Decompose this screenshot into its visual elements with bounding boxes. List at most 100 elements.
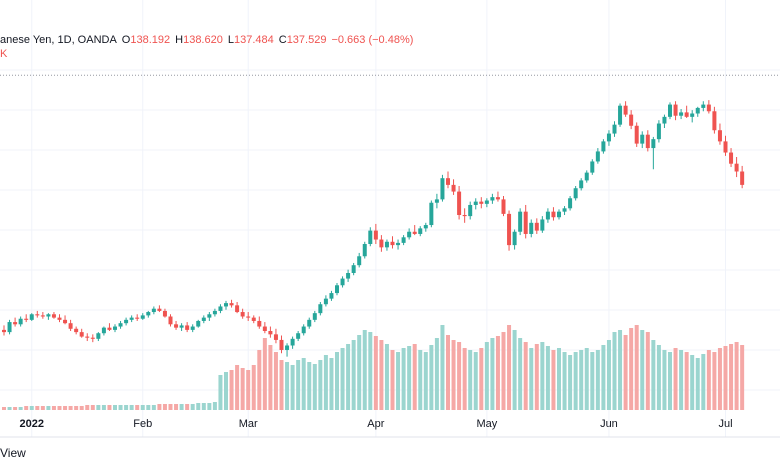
candle-body [257, 320, 262, 327]
candle-body [645, 134, 650, 149]
volume-bar [224, 372, 228, 410]
candle-body [240, 312, 245, 317]
volume-bar [296, 360, 301, 410]
volume-bar [518, 338, 523, 410]
candle-body [79, 332, 84, 337]
volume-bar [157, 404, 162, 410]
candle-body [623, 105, 628, 115]
volume-bar [579, 350, 584, 410]
candle-body [473, 201, 478, 205]
x-tick-label: 2022 [19, 418, 44, 430]
x-tick-label: May [476, 418, 498, 430]
volume-bar [690, 355, 695, 410]
volume-bar [113, 405, 117, 410]
candle-body [684, 112, 689, 117]
candle-body [579, 180, 584, 189]
volume-bar [340, 348, 345, 410]
candle-body [207, 314, 212, 318]
candle-body [523, 211, 528, 234]
volume-bar [512, 330, 517, 410]
volume-bar [201, 403, 206, 410]
volume-bar [473, 352, 478, 410]
close-label: C [278, 34, 287, 46]
candle-body [717, 130, 722, 142]
volume-bar [346, 344, 351, 410]
volume-bar [235, 365, 240, 410]
volume-bar [618, 330, 623, 410]
candle-body [118, 323, 123, 327]
volume-bar [595, 350, 600, 410]
candle-body [168, 316, 173, 325]
volume-bar [185, 404, 190, 410]
volume-bar [7, 407, 12, 410]
candle-body [2, 329, 6, 333]
volume-bar [462, 348, 467, 410]
candle-body [224, 303, 228, 307]
candle-body [24, 318, 29, 320]
candle-body [668, 104, 672, 117]
volume-bar [668, 352, 672, 410]
candle-body [279, 339, 284, 350]
volume-bar [384, 344, 389, 410]
candle-body [562, 208, 567, 212]
volume-bar [612, 332, 617, 410]
volume-bar [85, 405, 90, 410]
volume-bar [35, 406, 40, 410]
volume-bar [446, 335, 450, 410]
volume-bar [701, 354, 706, 410]
volume-bar [168, 404, 173, 410]
x-tick-label: Feb [133, 418, 153, 430]
candle-body [124, 319, 129, 324]
candle-body [396, 242, 401, 246]
candle-body [29, 314, 34, 320]
candle-body [384, 241, 389, 248]
close-value: 137.529 [286, 34, 327, 46]
volume-bar [68, 406, 73, 410]
volume-bar [251, 365, 256, 410]
candle-body [96, 333, 101, 339]
volume-bar [379, 340, 384, 410]
volume-bar [146, 405, 151, 410]
candle-body [612, 124, 617, 134]
candle-body [90, 337, 95, 339]
volume-bar [118, 405, 123, 410]
volume-bar [196, 403, 201, 410]
candle-body [418, 228, 423, 234]
volume-bar [301, 358, 306, 410]
volume-bar [2, 407, 6, 410]
volume-bar [312, 364, 317, 410]
volume-bar [451, 340, 456, 410]
candle-body [729, 152, 734, 164]
candle-body [340, 278, 345, 286]
volume-bar [212, 402, 217, 410]
candle-body [373, 230, 378, 240]
volume-bar [529, 348, 534, 410]
candle-body [273, 334, 278, 340]
candle-body [557, 211, 561, 218]
candle-body [712, 111, 717, 131]
volume-bar [695, 358, 700, 410]
volume-bar [507, 325, 512, 410]
volume-bar [373, 336, 378, 410]
volume-bar [723, 346, 728, 410]
volume-bar [207, 403, 212, 410]
volume-bar [484, 342, 489, 410]
volume-bar [490, 338, 495, 410]
candle-body [107, 327, 112, 330]
volume-bar [140, 405, 145, 410]
volume-bar [740, 345, 745, 410]
candle-body [518, 211, 523, 232]
volume-bar [551, 350, 556, 410]
volume-bar [18, 407, 23, 410]
volume-bar [90, 405, 95, 410]
candle-body [268, 331, 273, 335]
footer-view-label[interactable]: View [0, 446, 26, 460]
volume-bar [29, 406, 34, 410]
candle-body [196, 320, 201, 327]
high-label: H [175, 34, 184, 46]
volume-bar [357, 335, 362, 410]
volume-bar [107, 405, 112, 410]
candle-body [7, 322, 12, 333]
